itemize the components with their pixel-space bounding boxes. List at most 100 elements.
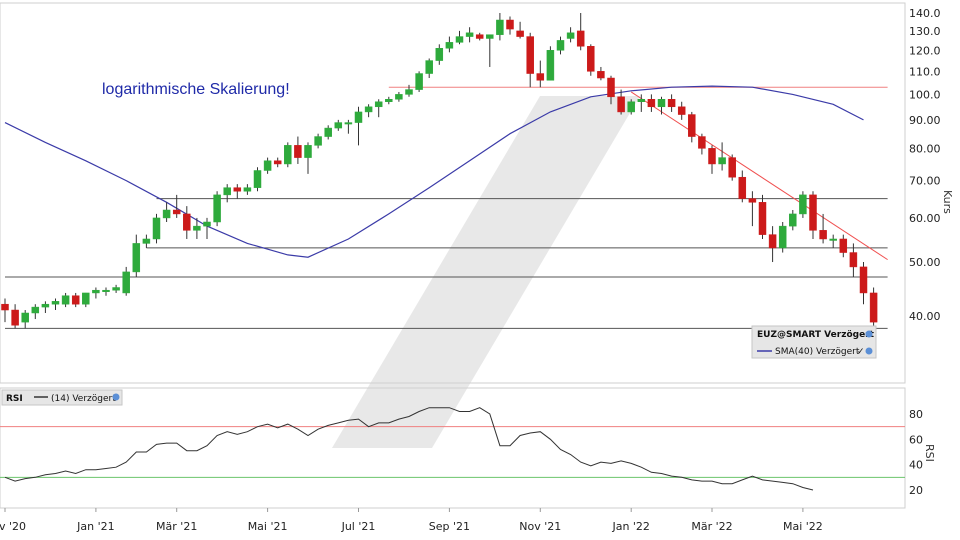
price-tick-labels: 40.00 50.00 60.00 70.00 80.00 90.00 100.0 110.0… [909, 7, 941, 323]
rsi-panel [0, 387, 906, 509]
candle-body [82, 292, 90, 305]
candle-body [284, 145, 292, 165]
legend-main-label: EUZ@SMART Verzögert [757, 330, 875, 340]
candle-49 [496, 13, 504, 41]
candle-body [758, 202, 767, 235]
candle-30 [304, 142, 312, 174]
candle-body [61, 295, 70, 305]
price-tick-4: 80.00 [909, 142, 941, 155]
candle-33 [334, 119, 343, 131]
downtrend-line [630, 91, 888, 261]
candle-body [324, 127, 332, 137]
legend-main-globe-icon[interactable] [865, 330, 873, 338]
candle-56 [566, 27, 575, 43]
candle-body [223, 187, 231, 196]
candle-body [859, 266, 868, 294]
candle-body [374, 101, 383, 108]
candle-45 [455, 30, 464, 45]
legend-sma-check-icon[interactable]: ✓ [857, 347, 865, 357]
x-tick-5: Sep '21 [429, 520, 470, 533]
candle-64 [647, 94, 656, 112]
rsi-tick-3: 80 [909, 408, 923, 421]
price-tick-6: 100.0 [909, 88, 941, 101]
candle-body [41, 303, 50, 308]
candle-28 [284, 142, 292, 168]
candle-body [132, 243, 141, 273]
candle-body [112, 287, 120, 291]
candle-body [435, 48, 444, 61]
candle-body [849, 252, 858, 268]
candle-38 [385, 96, 393, 105]
candle-36 [364, 104, 373, 118]
candle-44 [445, 36, 454, 53]
candle-body [728, 157, 736, 178]
price-tick-9: 130.0 [909, 25, 941, 38]
price-tick-2: 60.00 [909, 212, 941, 225]
candle-54 [546, 46, 555, 81]
x-tick-7: Jan '22 [611, 520, 649, 533]
candle-23 [233, 184, 242, 199]
candle-body [405, 89, 413, 95]
candle-73 [738, 170, 747, 203]
rsi-axis-title: RSI [923, 444, 936, 462]
candle-4 [41, 301, 50, 313]
candle-body [708, 148, 716, 165]
x-tick-3: Mai '21 [248, 520, 288, 533]
candle-21 [213, 191, 221, 227]
legend-sma-globe-icon[interactable] [865, 347, 873, 355]
candle-body [607, 77, 615, 98]
candle-81 [819, 213, 827, 244]
candle-body [496, 19, 504, 35]
candle-11 [112, 284, 120, 293]
candle-body [304, 145, 312, 158]
candle-17 [172, 194, 181, 218]
price-tick-7: 110.0 [909, 65, 941, 78]
candle-group [1, 13, 878, 335]
candle-body [71, 295, 80, 305]
candle-body [647, 99, 656, 108]
candle-body [536, 73, 545, 81]
candle-body [445, 42, 454, 49]
candle-body [395, 94, 403, 100]
candle-60 [607, 75, 615, 105]
candle-2 [21, 310, 29, 329]
x-tick-8: Mär '22 [691, 520, 732, 533]
x-tick-9: Mai '22 [783, 520, 823, 533]
candle-body [667, 99, 676, 108]
candle-body [233, 187, 242, 192]
candle-body [556, 40, 565, 51]
watermark-logo [332, 96, 640, 448]
price-tick-10: 140.0 [909, 7, 941, 20]
rsi-legend-globe-icon[interactable] [112, 393, 120, 401]
price-legend: EUZ@SMART Verzögert SMA(40) Verzögert ✓ [751, 325, 877, 359]
candle-67 [677, 101, 686, 120]
candle-37 [374, 99, 383, 118]
candle-body [213, 194, 221, 223]
candle-body [21, 312, 29, 323]
candle-body [566, 32, 575, 39]
candle-body [657, 99, 666, 108]
candle-body [597, 71, 605, 79]
candle-72 [728, 154, 736, 181]
candle-body [768, 234, 777, 249]
candle-body [718, 157, 726, 165]
candle-body [1, 303, 9, 311]
candle-52 [526, 32, 534, 88]
candle-body [354, 111, 363, 123]
candle-body [455, 36, 464, 43]
candle-body [778, 225, 787, 249]
candle-10 [102, 287, 110, 296]
rsi-tick-2: 60 [909, 433, 923, 446]
candle-body [506, 19, 514, 30]
price-axis-title: Kurs [941, 190, 954, 214]
candle-42 [425, 58, 433, 79]
candle-82 [829, 234, 837, 248]
candle-66 [667, 94, 676, 112]
candle-15 [152, 213, 161, 244]
candle-body [617, 96, 625, 113]
candle-69 [698, 133, 706, 155]
candle-body [31, 306, 40, 314]
candle-body [869, 292, 878, 323]
candle-body [294, 145, 302, 158]
